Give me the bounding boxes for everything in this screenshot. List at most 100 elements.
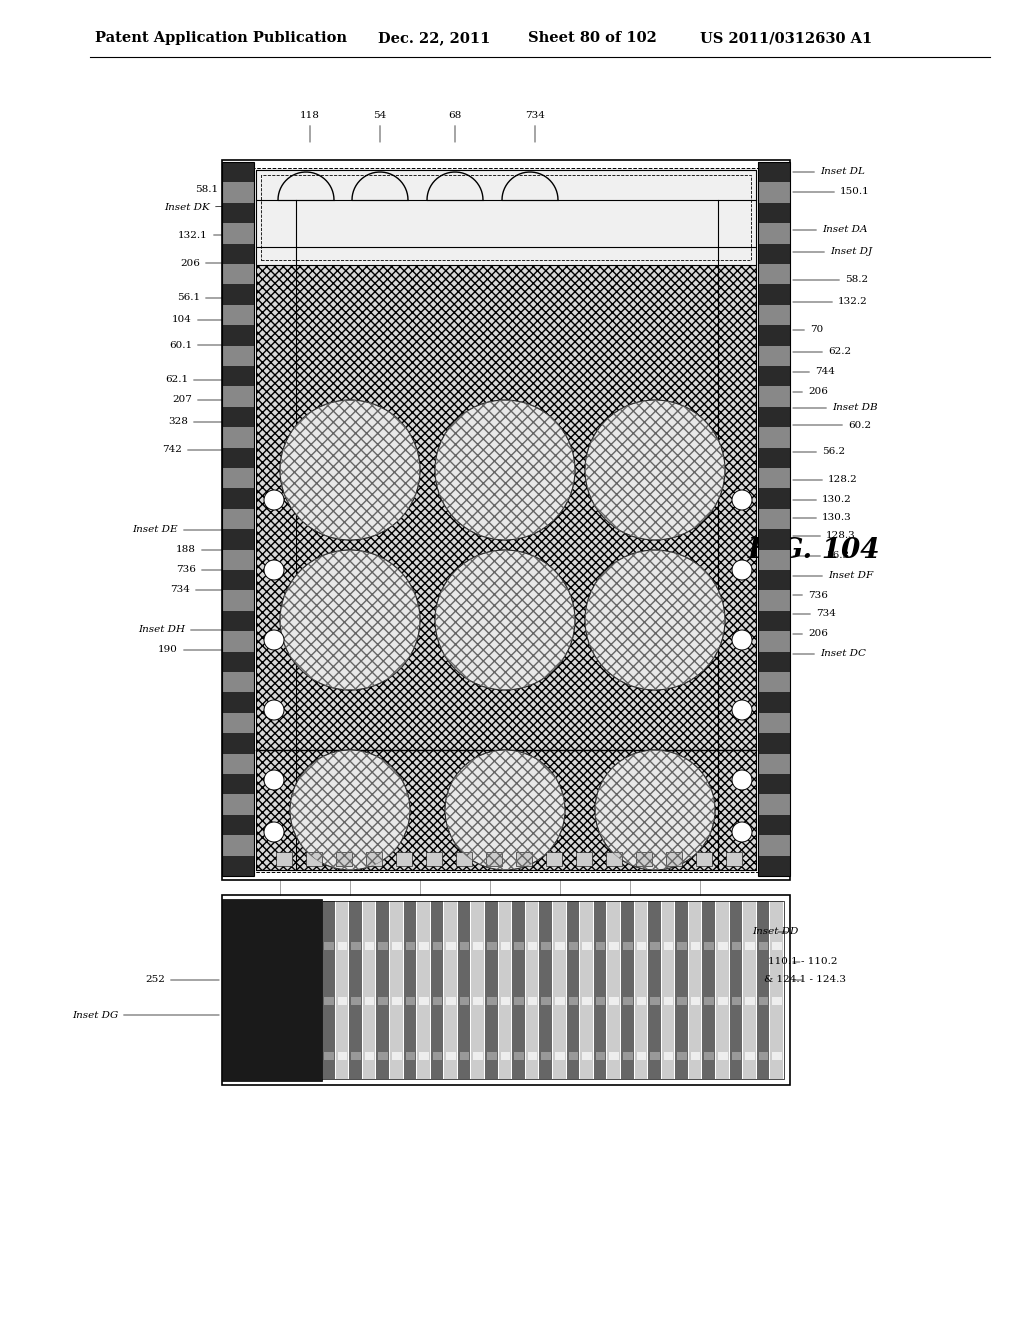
Bar [406, 997, 415, 1005]
Bar [222, 549, 254, 570]
Bar [758, 590, 790, 611]
Bar [222, 713, 254, 733]
Bar [514, 997, 524, 1005]
Bar [222, 774, 254, 795]
Circle shape [732, 490, 752, 510]
Bar [675, 902, 688, 1078]
Bar [596, 942, 605, 950]
Bar [377, 902, 389, 1078]
Bar [758, 774, 790, 795]
Bar [392, 942, 401, 950]
Bar [759, 1052, 768, 1060]
Bar [772, 1052, 782, 1060]
Circle shape [585, 550, 725, 690]
Bar [222, 814, 254, 836]
Bar [758, 305, 790, 325]
Text: FIG. 104: FIG. 104 [748, 536, 881, 564]
Bar [222, 160, 790, 880]
Bar [718, 942, 728, 950]
Bar [431, 902, 443, 1078]
Bar [486, 851, 502, 866]
Bar [473, 1052, 483, 1060]
Bar [458, 902, 470, 1078]
Bar [726, 851, 742, 866]
Bar [758, 284, 790, 305]
Bar [718, 1052, 728, 1060]
Bar [473, 942, 483, 950]
Bar [222, 244, 254, 264]
Bar [542, 997, 551, 1005]
Bar [758, 713, 790, 733]
Bar [222, 162, 254, 182]
Text: 56.2: 56.2 [793, 447, 845, 457]
Text: 734: 734 [525, 111, 545, 143]
Text: 60.2: 60.2 [793, 421, 871, 429]
Bar [525, 902, 539, 1078]
Text: 207: 207 [172, 396, 251, 404]
Bar [758, 754, 790, 774]
Bar [378, 1052, 388, 1060]
Bar [758, 182, 790, 203]
Text: 150.1: 150.1 [793, 187, 869, 197]
Bar [568, 997, 579, 1005]
Bar [758, 631, 790, 652]
Bar [222, 733, 254, 754]
Circle shape [290, 750, 410, 870]
Text: Dec. 22, 2011: Dec. 22, 2011 [378, 30, 490, 45]
Bar [392, 1052, 401, 1060]
Text: 104: 104 [172, 315, 251, 325]
Bar [691, 1052, 700, 1060]
Bar [396, 851, 412, 866]
Text: 128.3: 128.3 [793, 532, 856, 540]
Bar [566, 902, 580, 1078]
Bar [338, 1052, 347, 1060]
Bar [222, 305, 254, 325]
Bar [362, 902, 376, 1078]
Bar [338, 997, 347, 1005]
Bar [583, 942, 592, 950]
Bar [758, 488, 790, 508]
Bar [637, 942, 646, 950]
Bar [758, 508, 790, 529]
Text: 60.1: 60.1 [169, 341, 251, 350]
Bar [222, 203, 254, 223]
Bar [501, 1052, 510, 1060]
Bar [322, 902, 335, 1078]
Text: Inset DJ: Inset DJ [793, 248, 872, 256]
Bar [758, 570, 790, 590]
Text: 68: 68 [449, 111, 462, 143]
Bar [514, 1052, 524, 1060]
Bar [758, 836, 790, 855]
Bar [527, 942, 538, 950]
Bar [575, 851, 592, 866]
Bar [446, 997, 456, 1005]
Text: 252: 252 [145, 975, 219, 985]
Text: 188: 188 [176, 545, 251, 554]
Text: 56.3: 56.3 [793, 552, 849, 561]
Bar [635, 902, 647, 1078]
Bar [433, 997, 442, 1005]
Bar [606, 851, 622, 866]
Bar [365, 1052, 375, 1060]
Bar [433, 942, 442, 950]
Bar [758, 529, 790, 549]
Bar [772, 942, 782, 950]
Bar [222, 672, 254, 693]
Bar [689, 902, 701, 1078]
Bar [446, 942, 456, 950]
Bar [758, 795, 790, 814]
Text: 736: 736 [793, 590, 827, 599]
Bar [222, 895, 790, 1085]
Bar [758, 855, 790, 876]
Circle shape [585, 400, 725, 540]
Text: Inset DK: Inset DK [164, 203, 251, 213]
Bar [759, 942, 768, 950]
Text: 190: 190 [158, 645, 251, 655]
Circle shape [445, 750, 565, 870]
Circle shape [732, 560, 752, 579]
Bar [758, 162, 790, 876]
Bar [433, 1052, 442, 1060]
Bar [758, 387, 790, 407]
Text: 62.1: 62.1 [165, 375, 251, 384]
Bar [758, 549, 790, 570]
